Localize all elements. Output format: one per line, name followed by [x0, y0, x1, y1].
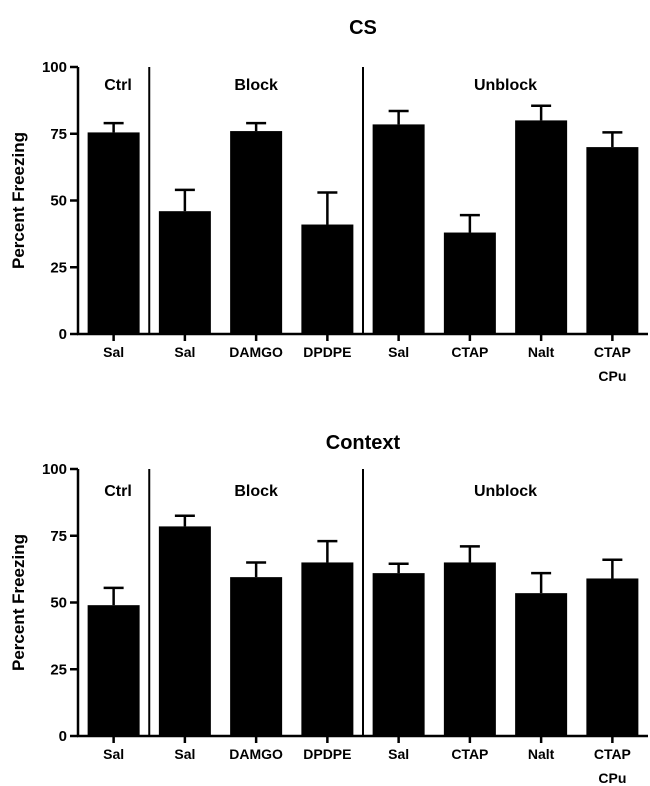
y-tick-label: 25: [50, 661, 67, 678]
x-tick-label: CTAP: [594, 746, 631, 762]
y-tick-label: 25: [50, 259, 67, 276]
bar: [301, 562, 354, 736]
x-tick-label: CTAP: [451, 746, 488, 762]
group-label: Ctrl: [104, 483, 132, 500]
bar: [443, 232, 496, 334]
y-axis-label: Percent Freezing: [9, 534, 28, 671]
x-tick-label: DAMGO: [229, 746, 283, 762]
group-label: Unblock: [474, 483, 537, 500]
group-label: Block: [234, 77, 278, 94]
y-tick-label: 50: [50, 193, 67, 210]
bar: [230, 577, 283, 736]
bar: [230, 131, 283, 334]
bar: [586, 147, 639, 334]
x-tick-label: Sal: [174, 344, 195, 360]
bar: [586, 578, 639, 736]
chart-title: CS: [349, 17, 377, 39]
group-label: Block: [234, 483, 278, 500]
bar: [158, 526, 211, 736]
x-tick-label: DPDPE: [303, 746, 351, 762]
chart-title: Context: [326, 432, 401, 454]
bar: [87, 605, 140, 736]
x-tick-label: DAMGO: [229, 344, 283, 360]
x-tick-label: Nalt: [528, 344, 555, 360]
x-tick-label: CPu: [598, 770, 626, 786]
bar: [87, 132, 140, 334]
x-tick-label: CTAP: [451, 344, 488, 360]
x-tick-label: Sal: [103, 746, 124, 762]
y-axis-label: Percent Freezing: [9, 132, 28, 269]
x-tick-label: CTAP: [594, 344, 631, 360]
group-label: Unblock: [474, 77, 537, 94]
y-tick-label: 75: [50, 528, 67, 545]
bar: [372, 573, 425, 736]
y-tick-label: 0: [59, 728, 67, 745]
x-tick-label: Sal: [388, 746, 409, 762]
y-tick-label: 50: [50, 595, 67, 612]
bar: [158, 211, 211, 334]
x-tick-label: Sal: [103, 344, 124, 360]
x-tick-label: Sal: [388, 344, 409, 360]
x-tick-label: Nalt: [528, 746, 555, 762]
group-label: Ctrl: [104, 77, 132, 94]
bar: [515, 120, 568, 335]
y-tick-label: 75: [50, 126, 67, 143]
bar: [515, 593, 568, 736]
y-tick-label: 0: [59, 326, 67, 343]
x-tick-label: DPDPE: [303, 344, 351, 360]
x-tick-label: CPu: [598, 368, 626, 384]
bar: [443, 562, 496, 736]
bar: [372, 124, 425, 334]
bar: [301, 224, 354, 334]
x-tick-label: Sal: [174, 746, 195, 762]
y-tick-label: 100: [42, 461, 67, 478]
y-tick-label: 100: [42, 59, 67, 76]
